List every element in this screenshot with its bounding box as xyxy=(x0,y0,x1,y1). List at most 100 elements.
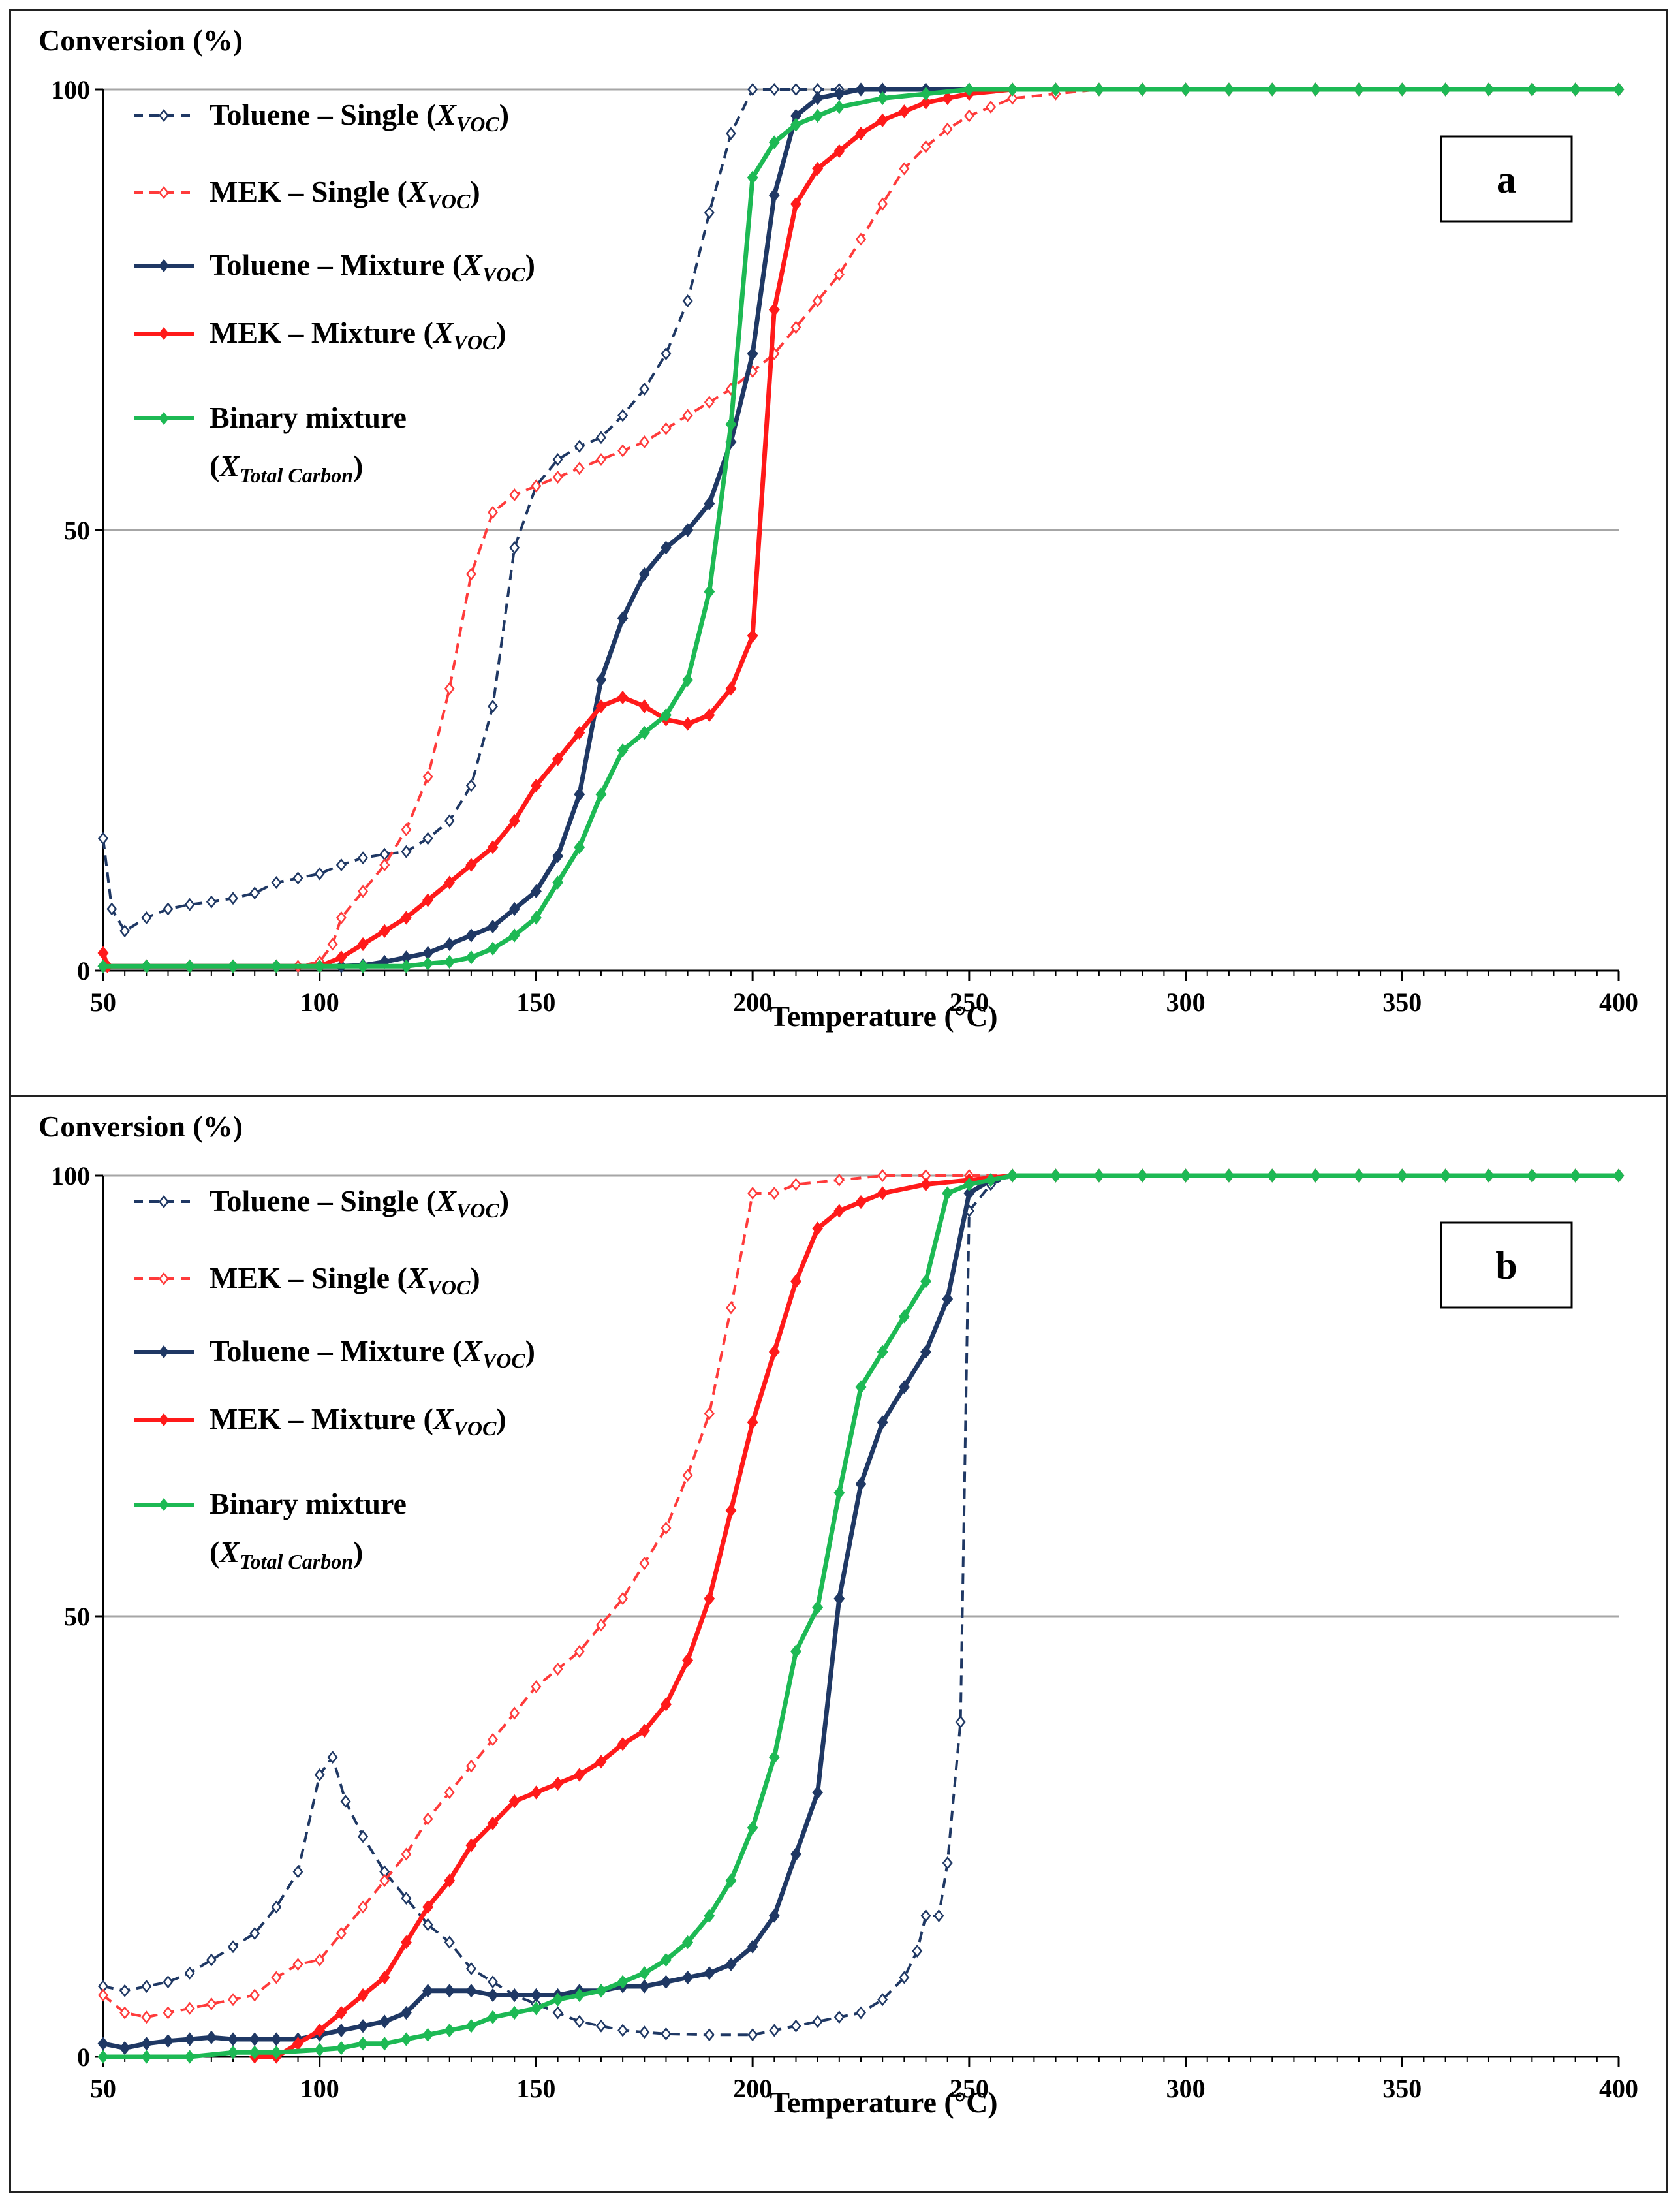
chart0-series-binary-mixture-point xyxy=(1613,82,1625,97)
chart1-series-binary-mixture-point xyxy=(357,2037,369,2051)
chart0-x-tick-label: 150 xyxy=(516,988,555,1017)
chart1-series-mek-single-point xyxy=(552,1662,563,1676)
chart1-series-toluene-single-point xyxy=(228,1940,239,1954)
chart1-series-toluene-mixture-point xyxy=(97,2037,109,2051)
chart1-series-binary-mixture-point xyxy=(660,1952,672,1967)
chart0-series-binary-mixture-point xyxy=(725,417,737,431)
chart0-series-mek-mixture-point xyxy=(812,161,824,176)
chart0-series-toluene-single-point xyxy=(725,127,736,140)
chart1-series-binary-mixture-point xyxy=(595,1984,607,1998)
chart0-series-mek-single-point xyxy=(531,479,542,493)
chart1-series-toluene-mixture-point xyxy=(942,1292,954,1306)
chart1-series-binary-mixture-point xyxy=(508,2005,520,2020)
chart0-series-mek-mixture xyxy=(97,82,1625,973)
chart1-series-mek-single xyxy=(97,1168,1625,2024)
chart1-legend-swatch-marker xyxy=(158,1413,170,1427)
chart0-series-toluene-single-point xyxy=(184,898,195,911)
chart1-series-toluene-mixture-point xyxy=(963,1186,975,1200)
chart1-series-binary-mixture-point xyxy=(768,1750,780,1764)
chart0-legend-label: MEK – Mixture (XVOC) xyxy=(210,316,506,354)
chart0-series-binary-mixture-point xyxy=(465,950,477,965)
chart0-series-mek-single-point xyxy=(574,461,585,475)
chart0-series-toluene-mixture-point xyxy=(747,347,758,361)
chart1-series-binary-mixture xyxy=(97,1168,1625,2064)
chart0-series-mek-single-point xyxy=(920,140,931,153)
chart1-series-toluene-single-point xyxy=(358,1830,369,1843)
chart0-series-toluene-single-point xyxy=(249,886,260,900)
chart0-legend-swatch-marker xyxy=(158,108,170,123)
chart0-y-tick-label: 50 xyxy=(64,516,90,545)
chart1-series-mek-single-line xyxy=(102,1174,1619,2019)
chart-panel-a: Conversion (%) 0 50 100 50 100 150 200 250 300 350… xyxy=(11,11,1666,1095)
chart0-series-toluene-single-point xyxy=(574,439,585,453)
chart0-series-mek-single-point xyxy=(639,435,650,449)
chart0-x-tick-label: 350 xyxy=(1382,988,1422,1017)
chart1-series-binary-mixture-point xyxy=(335,2041,347,2056)
chart0-series-toluene-mixture-point xyxy=(833,87,845,101)
chart1-series-binary-mixture-point xyxy=(249,2045,260,2059)
chart1-series-mek-single-point xyxy=(335,1926,347,1941)
chart0-series-mek-mixture-point xyxy=(855,126,867,141)
chart1-legend-swatch-marker xyxy=(158,1272,170,1286)
chart0-series-mek-mixture-point xyxy=(682,717,694,731)
chart1-series-mek-single-point xyxy=(228,1993,239,2007)
chart1-series-binary-mixture-point xyxy=(1440,1168,1452,1183)
chart0-series-binary-mixture-point xyxy=(552,875,564,890)
chart0-legend-swatch-marker xyxy=(158,411,170,426)
chart1-series-toluene-single-point xyxy=(184,1966,195,1980)
chart1-legend-swatch-marker xyxy=(158,1497,170,1512)
chart1-series-toluene-single-point xyxy=(920,1909,931,1923)
chart0-series-binary-mixture-point xyxy=(1483,82,1495,97)
chart1-series-toluene-single-point xyxy=(249,1926,260,1941)
chart1-series-mek-single-point xyxy=(271,1971,282,1984)
chart0-series-toluene-mixture-point xyxy=(704,496,715,511)
chart1-series-mek-mixture-point xyxy=(552,1776,564,1791)
chart1-series-toluene-mixture-point xyxy=(855,1477,867,1492)
chart1-series-mek-single-point xyxy=(358,1900,369,1914)
chart0-series-toluene-mixture-point xyxy=(487,919,499,934)
chart1-legend-sublabel: (XTotal Carbon) xyxy=(210,1535,363,1573)
chart0-series-binary-mixture-point xyxy=(812,108,824,123)
chart1-series-toluene-single-point xyxy=(552,2006,563,2020)
chart0-series-mek-single-point xyxy=(986,100,997,114)
chart1-series-toluene-single-point xyxy=(444,1935,455,1949)
chart1-series-mek-single-point xyxy=(704,1407,715,1420)
chart0-series-mek-single-point xyxy=(488,505,499,520)
chart1-series-toluene-single-point xyxy=(292,1865,303,1879)
chart0-series-mek-mixture-point xyxy=(444,875,456,890)
chart1-series-mek-mixture-point xyxy=(379,1970,390,1985)
chart0-series-toluene-mixture xyxy=(97,82,1625,973)
chart0-series-toluene-mixture-point xyxy=(552,849,564,864)
chart1-x-tick-label: 100 xyxy=(300,2074,339,2103)
chart0-series-binary-mixture-point xyxy=(97,959,109,973)
chart0-legend-sublabel: (XTotal Carbon) xyxy=(210,449,363,487)
chart0-series-binary-mixture-point xyxy=(487,941,499,956)
chart1-series-toluene-mixture-point xyxy=(508,1988,520,2003)
chart0-series-binary-mixture-point xyxy=(877,91,888,106)
chart0-series-binary-mixture-point xyxy=(638,725,650,740)
chart0-series-toluene-mixture-point xyxy=(617,611,629,625)
chart0-series-toluene-single-point xyxy=(465,779,476,792)
chart0-series-binary-mixture-point xyxy=(184,959,196,973)
chart1-x-axis-title: Temperature (°C) xyxy=(770,2086,997,2119)
chart0-series-toluene-single-point xyxy=(335,858,347,872)
chart0-series-mek-single-point xyxy=(790,321,801,334)
chart1-series-binary-mixture-point xyxy=(985,1173,997,1187)
chart0-series-toluene-single-point xyxy=(358,851,369,865)
chart1-series-mek-mixture-point xyxy=(920,1177,931,1192)
chart1-series-binary-mixture-point xyxy=(704,1909,715,1923)
chart1-series-toluene-single-point xyxy=(595,2019,606,2033)
chart1-series-toluene-single-point xyxy=(617,2024,629,2037)
chart1-series-binary-mixture-point xyxy=(1310,1168,1322,1183)
chart1-series-toluene-single-point xyxy=(747,2028,758,2042)
chart0-series-mek-single-point xyxy=(552,470,563,484)
chart1-legend-label: MEK – Single (XVOC) xyxy=(210,1261,480,1299)
chart1-series-mek-single-point xyxy=(682,1468,693,1482)
chart0-series-mek-mixture-point xyxy=(747,629,758,643)
chart0-series-binary-mixture-point xyxy=(833,100,845,114)
chart0-x-tick-label: 50 xyxy=(90,988,116,1017)
chart1-series-binary-mixture-point xyxy=(833,1486,845,1500)
chart1-series-binary-mixture-point xyxy=(552,1992,564,2007)
chart1-series-toluene-mixture-point xyxy=(487,1988,499,2003)
